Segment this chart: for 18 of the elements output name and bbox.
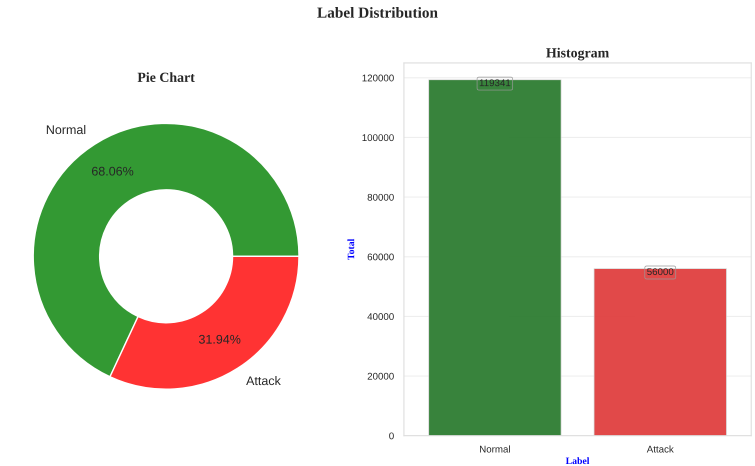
chart-title: Pie Chart [138,72,195,82]
y-tick-label: 20000 [368,372,394,380]
data-label: 56000 [647,268,674,276]
y-tick-label: 60000 [368,254,394,260]
data-label: 68.06% [92,166,134,176]
slice-label: Attack [246,376,281,386]
y-tick-label: 100000 [362,134,394,142]
y-tick-label: 0 [389,432,394,440]
y-tick-label: 120000 [362,74,394,82]
chart-title: Histogram [546,48,609,60]
data-label: 119341 [480,79,510,86]
slice-label: Normal [46,124,86,134]
y-tick-label: 80000 [368,194,394,201]
y-tick-label: 40000 [367,313,394,320]
x-axis-title: Label [566,457,590,464]
y-axis-title: Total [347,238,354,260]
text: Label Distribution [317,6,438,18]
data-label: 31.94% [198,334,240,344]
